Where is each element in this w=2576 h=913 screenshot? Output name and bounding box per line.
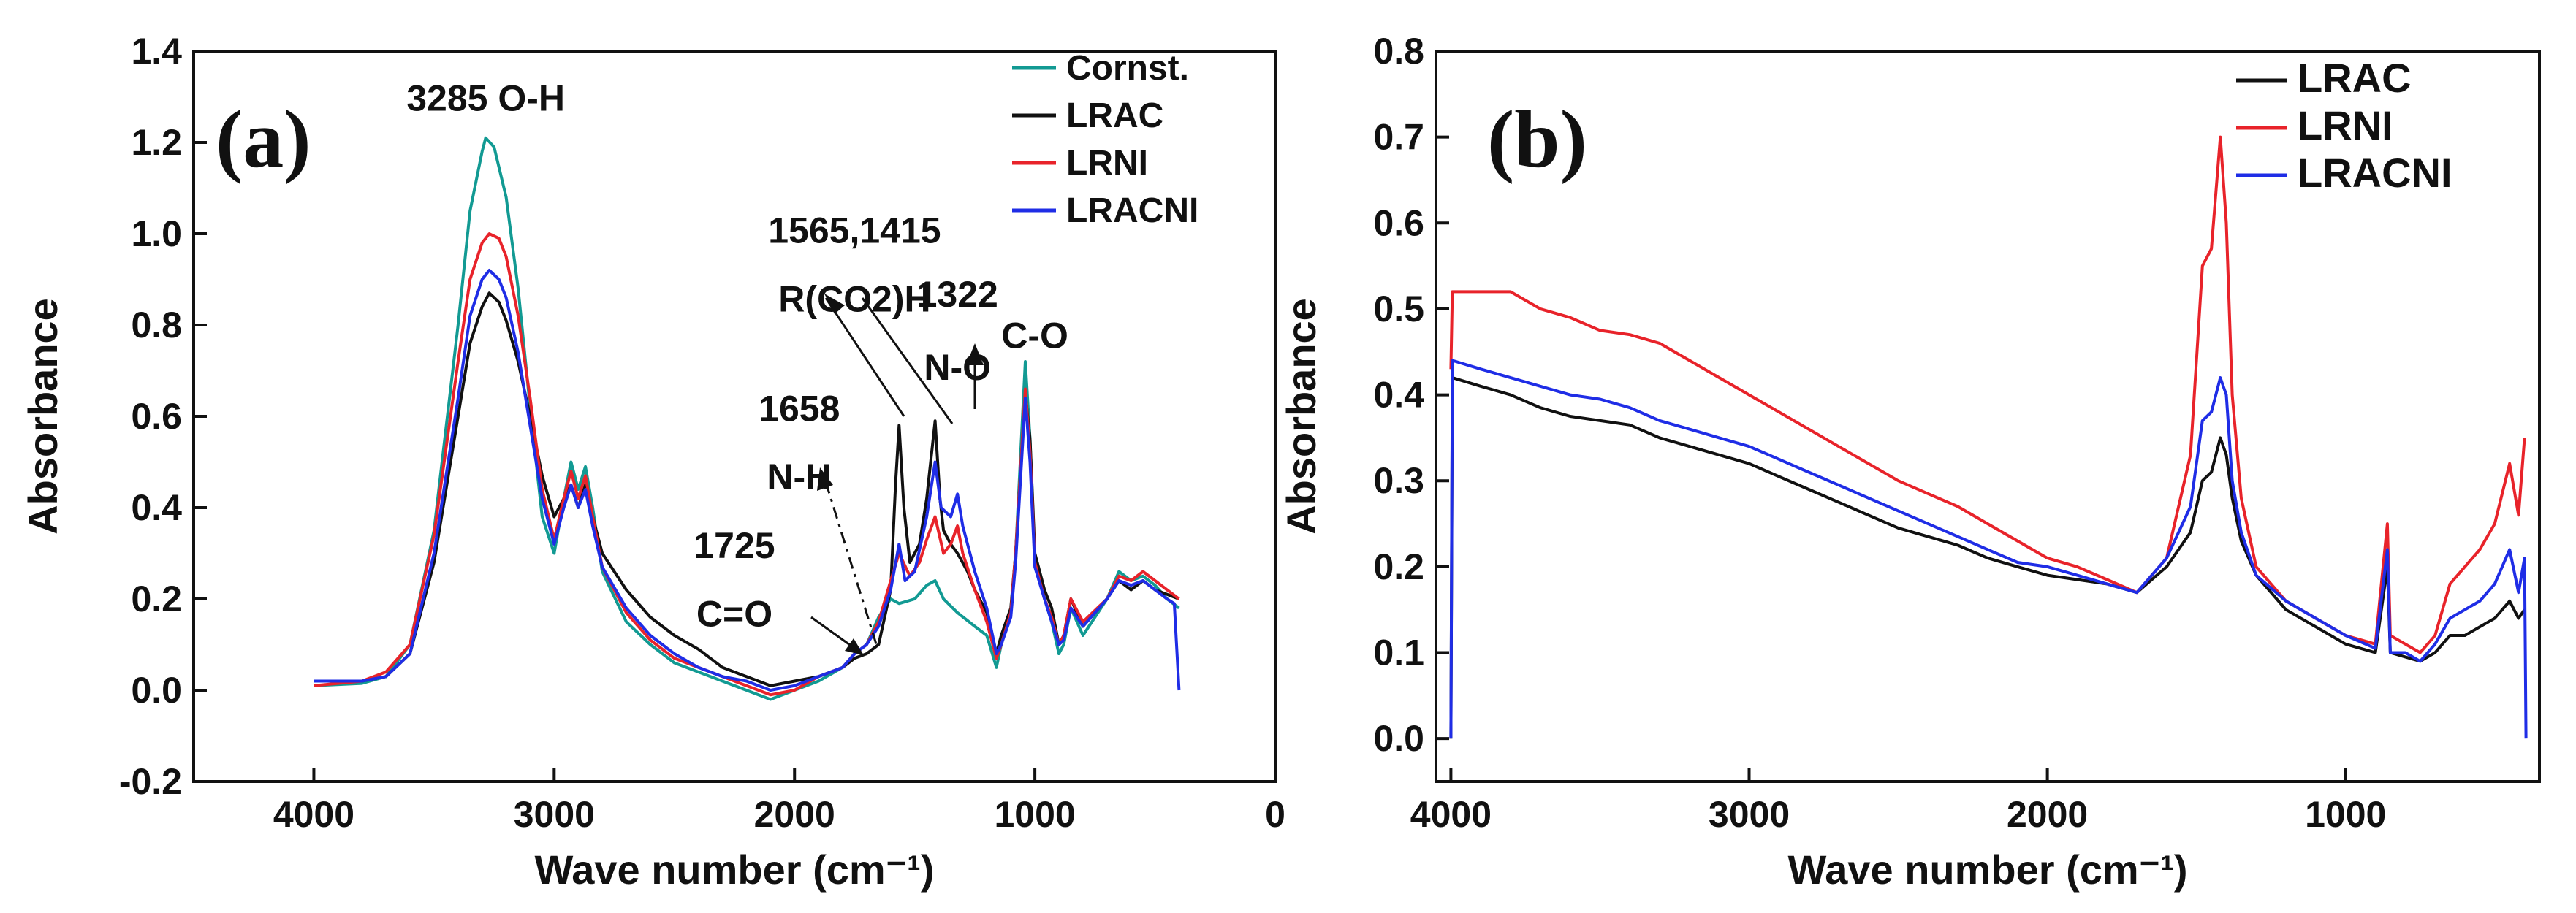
- panel-b-x-axis-title: Wave number (cm⁻¹): [1787, 847, 2187, 893]
- x-tick-label: 3000: [514, 794, 595, 835]
- annotation-label: 1658: [759, 388, 840, 429]
- annotation-label: C=O: [696, 594, 772, 635]
- panel-a-label: (a): [216, 94, 311, 185]
- panel-a-tick-marks: 4000 3000 2000 1000 0 -0.2 0.0 0.2 0.4 0.6 0.8 1.0 1…: [119, 31, 1285, 835]
- y-tick-label: 0.5: [1373, 289, 1424, 329]
- panel-b-label: (b): [1487, 94, 1587, 185]
- legend-label: Cornst.: [1066, 49, 1189, 88]
- legend-label: LRNI: [1066, 144, 1148, 183]
- annotation-arrowhead-1322: [966, 343, 984, 365]
- x-tick-label: 2000: [2007, 794, 2088, 835]
- legend-label: LRNI: [2298, 102, 2393, 148]
- y-tick-label: 0.8: [131, 305, 182, 345]
- annotation-label: 1725: [694, 525, 775, 566]
- panel-a-y-axis-title: Absorbance: [20, 298, 66, 535]
- panel-a-legend: Cornst. LRAC LRNI LRACNI: [1012, 49, 1198, 230]
- annotation-label: 1322: [917, 274, 998, 315]
- series-line-lracni: [1449, 359, 2528, 739]
- x-tick-label: 4000: [273, 794, 354, 835]
- annotation-label: N-O: [924, 347, 991, 388]
- x-tick-label: 1000: [994, 794, 1075, 835]
- annotation-arrow-1725: [810, 616, 856, 650]
- panel-a-annotation-arrows: [810, 294, 984, 655]
- series-line-lracni: [314, 269, 1181, 692]
- y-tick-label: 0.1: [1373, 633, 1424, 673]
- panel-b: 4000 3000 2000 1000 0.0 0.1 0.2 0.3 0.4 0.5 0.6 0.7…: [1278, 31, 2541, 893]
- annotation-label: N-H: [767, 457, 832, 497]
- panel-a-x-axis-title: Wave number (cm⁻¹): [534, 847, 934, 893]
- panel-b-plot-frame: [1435, 50, 2541, 783]
- y-tick-label: 0.6: [1373, 202, 1424, 243]
- y-tick-label: 0.2: [131, 578, 182, 619]
- x-tick-label: 2000: [754, 794, 835, 835]
- legend-label: LRACNI: [2298, 150, 2452, 196]
- y-tick-label: 0.6: [131, 396, 182, 437]
- y-tick-label: 1.2: [131, 122, 182, 163]
- y-tick-label: 0.7: [1373, 117, 1424, 158]
- annotation-label: 3285 O-H: [406, 77, 565, 118]
- series-line-lrni: [1449, 135, 2526, 654]
- panel-b-y-axis-title: Absorbance: [1278, 298, 1324, 535]
- x-tick-label: 0: [1265, 794, 1285, 835]
- annotation-arrowhead-1658: [817, 467, 833, 491]
- legend-label: LRAC: [2298, 55, 2412, 101]
- y-tick-label: 0.8: [1373, 31, 1424, 72]
- y-tick-label: 0.0: [131, 670, 182, 711]
- annotation-label: 1565,1415: [768, 210, 941, 251]
- y-tick-label: 0.4: [1373, 375, 1424, 416]
- series-line-lrac: [1449, 376, 2526, 739]
- annotation-arrow-1658: [824, 481, 878, 647]
- y-tick-label: 1.4: [131, 31, 182, 72]
- panel-b-series-group: [1449, 135, 2528, 739]
- y-tick-label: 1.0: [131, 213, 182, 254]
- legend-label: LRAC: [1066, 96, 1163, 135]
- y-tick-label: 0.3: [1373, 460, 1424, 501]
- y-tick-label: -0.2: [119, 761, 182, 802]
- y-tick-label: 0.0: [1373, 718, 1424, 759]
- legend-label: LRACNI: [1066, 191, 1198, 230]
- annotation-arrowhead-1725: [845, 638, 864, 655]
- x-tick-label: 1000: [2305, 794, 2386, 835]
- panel-a: 4000 3000 2000 1000 0 -0.2 0.0 0.2 0.4 0.6 0.8 1.0 1…: [20, 31, 1285, 893]
- annotation-label: C-O: [1001, 315, 1068, 356]
- y-tick-label: 0.2: [1373, 546, 1424, 587]
- annotation-label: R(CO2)H: [778, 278, 930, 319]
- panel-b-tick-marks: 4000 3000 2000 1000 0.0 0.1 0.2 0.3 0.4 0.5 0.6 0.7…: [1373, 31, 2386, 835]
- annotation-arrow-1565: [824, 297, 905, 417]
- y-tick-label: 0.4: [131, 487, 182, 528]
- x-tick-label: 3000: [1709, 794, 1790, 835]
- annotation-arrow-1415: [861, 297, 954, 424]
- annotation-arrowhead-1565: [824, 294, 845, 314]
- x-tick-label: 4000: [1410, 794, 1492, 835]
